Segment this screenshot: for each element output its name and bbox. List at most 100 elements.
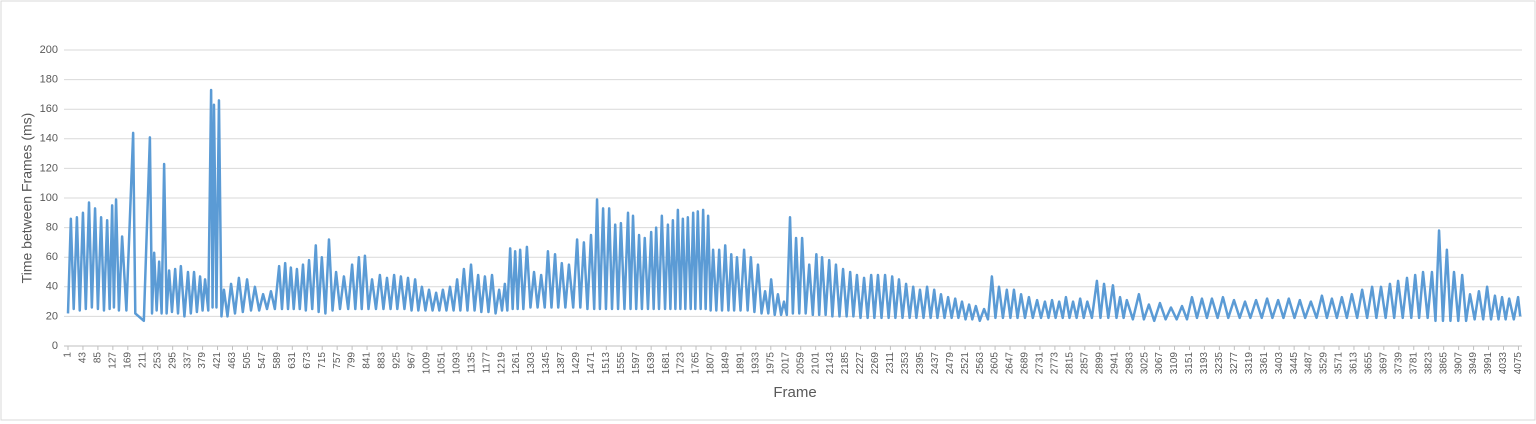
x-tick-label: 2689 (1020, 352, 1031, 375)
x-tick-label: 3697 (1379, 352, 1390, 375)
x-tick-label: 1009 (422, 352, 433, 375)
x-tick-label: 1555 (616, 352, 627, 375)
x-tick-label: 1261 (511, 352, 522, 375)
x-tick-label: 1135 (466, 352, 477, 374)
x-tick-label: 2647 (1005, 352, 1016, 375)
x-tick-label: 2605 (990, 352, 1001, 375)
x-tick-label: 3067 (1154, 352, 1165, 375)
y-axis-title: Time between Frames (ms) (19, 113, 35, 284)
x-tick-label: 1681 (661, 352, 672, 375)
x-axis-title: Frame (773, 384, 816, 401)
x-tick-label: 1975 (765, 352, 776, 375)
y-tick-label: 20 (46, 310, 58, 322)
x-tick-label: 1 (63, 352, 74, 358)
x-tick-label: 925 (392, 352, 403, 369)
x-tick-label: 2353 (900, 352, 911, 375)
x-tick-label: 1093 (451, 352, 462, 375)
x-tick-label: 1303 (526, 352, 537, 375)
x-tick-label: 967 (407, 352, 418, 369)
y-tick-label: 140 (40, 133, 58, 145)
x-tick-label: 253 (152, 352, 163, 369)
x-tick-label: 2815 (1064, 352, 1075, 375)
x-tick-label: 3781 (1408, 352, 1419, 375)
x-tick-label: 295 (167, 352, 178, 369)
x-tick-label: 3361 (1259, 352, 1270, 375)
x-tick-label: 1387 (556, 352, 567, 375)
data-line (66, 88, 1522, 323)
x-tick-label: 85 (93, 352, 104, 364)
y-tick-label: 160 (40, 103, 58, 115)
x-tick-label: 1849 (721, 352, 732, 375)
x-tick-label: 1177 (481, 352, 492, 374)
x-tick-label: 3193 (1199, 352, 1210, 375)
y-tick-label: 100 (40, 192, 58, 204)
y-tick-label: 0 (52, 340, 58, 352)
x-tick-label: 1933 (750, 352, 761, 375)
x-tick-label: 3109 (1169, 352, 1180, 375)
x-tick-label: 3151 (1184, 352, 1195, 375)
x-tick-label: 379 (197, 352, 208, 369)
x-tick-label: 1345 (541, 352, 552, 375)
x-tick-label: 2857 (1079, 352, 1090, 375)
x-tick-label: 1723 (676, 352, 687, 375)
x-tick-label: 715 (317, 352, 328, 369)
x-tick-label: 1219 (496, 352, 507, 375)
x-tick-label: 1597 (631, 352, 642, 375)
x-tick-label: 3487 (1304, 352, 1315, 375)
x-tick-label: 3235 (1214, 352, 1225, 375)
x-tick-label: 799 (347, 352, 358, 369)
x-tick-label: 757 (332, 352, 343, 369)
x-tick-label: 43 (78, 352, 89, 364)
x-tick-label: 3319 (1244, 352, 1255, 375)
y-tick-label: 200 (40, 44, 58, 56)
x-tick-label: 3823 (1423, 352, 1434, 375)
x-tick-label: 2563 (975, 352, 986, 375)
y-tick-label: 180 (40, 74, 58, 86)
x-tick-label: 2983 (1124, 352, 1135, 375)
x-tick-label: 3571 (1334, 352, 1345, 375)
x-tick-label: 2227 (855, 352, 866, 375)
x-tick-label: 631 (287, 352, 298, 369)
x-tick-label: 841 (362, 352, 373, 369)
x-tick-label: 4033 (1498, 352, 1509, 375)
x-tick-label: 3277 (1229, 352, 1240, 375)
x-tick-label: 673 (302, 352, 313, 369)
x-tick-label: 1051 (436, 352, 447, 375)
x-tick-label: 2185 (840, 352, 851, 375)
x-tick-label: 2899 (1094, 352, 1105, 375)
x-tick-label: 505 (242, 352, 253, 369)
x-tick-label: 211 (137, 352, 148, 368)
x-tick-label: 547 (257, 352, 268, 369)
x-tick-label: 2731 (1035, 352, 1046, 375)
x-tick-label: 2101 (810, 352, 821, 375)
x-tick-label: 1471 (586, 352, 597, 375)
x-tick-label: 2773 (1050, 352, 1061, 375)
x-tick-label: 3865 (1438, 352, 1449, 375)
y-tick-label: 80 (46, 222, 58, 234)
x-tick-label: 589 (272, 352, 283, 369)
x-tick-label: 2269 (870, 352, 881, 375)
x-tick-label: 2395 (915, 352, 926, 375)
x-tick-label: 1807 (706, 352, 717, 375)
x-tick-label: 4075 (1513, 352, 1524, 375)
x-tick-label: 3949 (1468, 352, 1479, 375)
x-tick-label: 883 (377, 352, 388, 369)
x-tick-label: 421 (212, 352, 223, 369)
x-tick-label: 2521 (960, 352, 971, 375)
x-tick-label: 337 (182, 352, 193, 369)
x-tick-label: 2059 (795, 352, 806, 375)
x-tick-label: 2311 (885, 352, 896, 374)
x-tick-label: 2479 (945, 352, 956, 375)
x-tick-label: 2941 (1109, 352, 1120, 375)
x-tick-label: 3403 (1274, 352, 1285, 375)
x-tick-label: 169 (122, 352, 133, 369)
x-tick-label: 1891 (736, 352, 747, 375)
x-tick-label: 3655 (1364, 352, 1375, 375)
x-tick-label: 127 (107, 352, 118, 369)
x-tick-label: 3739 (1393, 352, 1404, 375)
x-tick-label: 1513 (601, 352, 612, 375)
x-tick-label: 2437 (930, 352, 941, 375)
